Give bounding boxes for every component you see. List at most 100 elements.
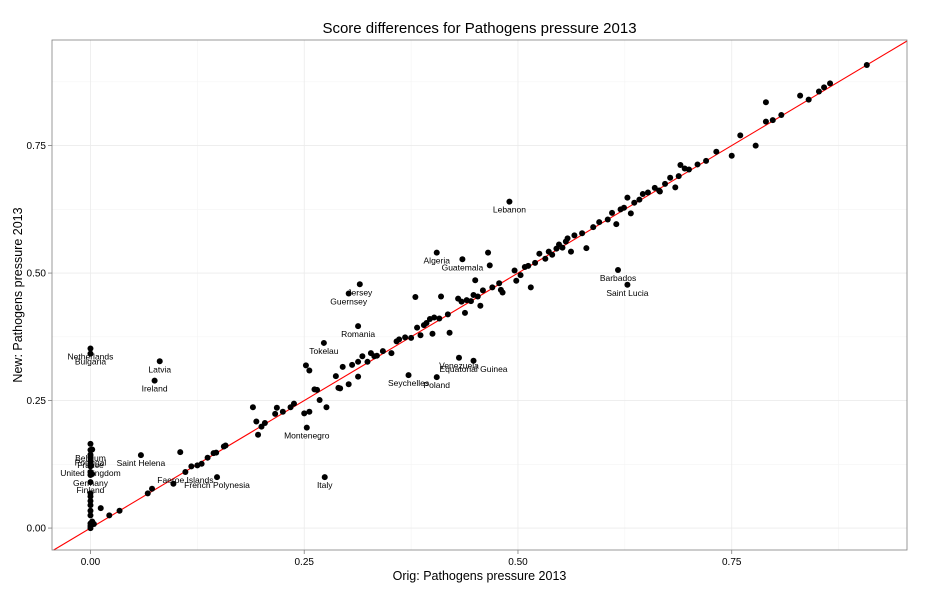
data-point bbox=[417, 332, 424, 339]
data-point bbox=[87, 512, 94, 519]
data-point bbox=[549, 251, 556, 258]
point-label: Jersey bbox=[347, 287, 373, 297]
point-label: Guernsey bbox=[330, 296, 368, 306]
labeled-data-point bbox=[137, 452, 144, 459]
data-point bbox=[762, 118, 769, 125]
data-point bbox=[198, 460, 205, 467]
labeled-data-point bbox=[455, 354, 462, 361]
point-label: Barbados bbox=[600, 273, 636, 283]
labeled-data-point bbox=[356, 281, 363, 288]
labeled-data-point bbox=[87, 479, 94, 486]
x-tick-label: 0.50 bbox=[508, 557, 528, 568]
point-label: French Polynesia bbox=[184, 480, 250, 490]
labeled-data-point bbox=[151, 377, 158, 384]
data-point bbox=[301, 410, 308, 417]
point-label: Equatorial Guinea bbox=[439, 364, 507, 374]
data-point bbox=[332, 373, 339, 380]
data-point bbox=[778, 111, 785, 118]
data-point bbox=[423, 320, 430, 327]
data-point bbox=[485, 249, 492, 256]
x-axis-title: Orig: Pathogens pressure 2013 bbox=[393, 569, 567, 583]
data-point bbox=[87, 498, 94, 505]
data-point bbox=[620, 204, 627, 211]
labeled-data-point bbox=[433, 249, 440, 256]
point-label: Romania bbox=[341, 329, 375, 339]
data-point bbox=[571, 232, 578, 239]
data-point bbox=[204, 454, 211, 461]
data-point bbox=[364, 358, 371, 365]
data-point bbox=[624, 194, 631, 201]
data-point bbox=[486, 262, 493, 269]
point-label: Saint Helena bbox=[117, 458, 166, 468]
data-point bbox=[532, 259, 539, 266]
labeled-data-point bbox=[624, 281, 631, 288]
data-point bbox=[116, 507, 123, 514]
data-point bbox=[821, 84, 828, 91]
y-tick-label: 0.50 bbox=[27, 269, 47, 280]
data-point bbox=[511, 267, 518, 274]
labeled-data-point bbox=[345, 290, 352, 297]
data-point bbox=[713, 148, 720, 155]
data-point bbox=[815, 88, 822, 95]
point-label: Germany bbox=[73, 478, 109, 488]
y-tick-label: 0.75 bbox=[27, 141, 47, 152]
point-label: Finland bbox=[77, 485, 105, 495]
data-point bbox=[188, 463, 195, 470]
data-point bbox=[87, 440, 94, 447]
data-point bbox=[436, 315, 443, 322]
data-point bbox=[458, 298, 465, 305]
data-point bbox=[609, 209, 616, 216]
point-label: Lebanon bbox=[493, 205, 526, 215]
data-point bbox=[536, 250, 543, 257]
data-point bbox=[728, 152, 735, 159]
data-point bbox=[517, 272, 524, 279]
data-point bbox=[255, 431, 262, 438]
data-point bbox=[359, 353, 366, 360]
labeled-data-point bbox=[214, 474, 221, 481]
point-label: Belgium bbox=[75, 453, 106, 463]
data-point bbox=[373, 352, 380, 359]
data-point bbox=[662, 180, 669, 187]
data-point bbox=[513, 277, 520, 284]
y-tick-label: 0.25 bbox=[27, 396, 47, 407]
labeled-data-point bbox=[615, 267, 622, 274]
data-point bbox=[631, 199, 638, 206]
point-label: United Kingdom bbox=[60, 468, 120, 478]
point-label: Venezuela bbox=[439, 361, 479, 371]
data-point bbox=[667, 174, 674, 181]
data-point bbox=[677, 161, 684, 168]
data-point bbox=[444, 311, 451, 318]
data-point bbox=[474, 293, 481, 300]
data-point bbox=[87, 507, 94, 514]
data-point bbox=[273, 404, 280, 411]
data-point bbox=[272, 410, 279, 417]
data-point bbox=[467, 298, 474, 305]
data-point bbox=[559, 244, 566, 251]
point-label: Algeria bbox=[424, 256, 451, 266]
data-point bbox=[472, 277, 479, 284]
data-point bbox=[769, 117, 776, 124]
data-point bbox=[177, 449, 184, 456]
data-point bbox=[636, 196, 643, 203]
x-axis-ticks: 0.00 0.25 0.50 0.75 bbox=[81, 550, 742, 568]
data-point bbox=[656, 187, 663, 194]
point-label: Portugal bbox=[75, 458, 107, 468]
data-point bbox=[149, 485, 156, 492]
point-label: Saint Lucia bbox=[606, 288, 648, 298]
point-label: France bbox=[77, 460, 104, 470]
data-point bbox=[752, 142, 759, 149]
y-tick-label: 0.00 bbox=[27, 524, 47, 535]
labeled-data-point bbox=[156, 358, 163, 365]
data-point bbox=[355, 373, 362, 380]
data-point bbox=[355, 358, 362, 365]
plot-border bbox=[51, 39, 908, 551]
data-point bbox=[596, 219, 603, 226]
data-point bbox=[805, 96, 812, 103]
data-point bbox=[446, 329, 453, 336]
data-point bbox=[527, 284, 534, 291]
point-label: Faeroe Islands bbox=[157, 475, 213, 485]
data-point bbox=[604, 216, 611, 223]
data-point bbox=[97, 505, 104, 512]
labeled-data-point bbox=[182, 468, 189, 475]
